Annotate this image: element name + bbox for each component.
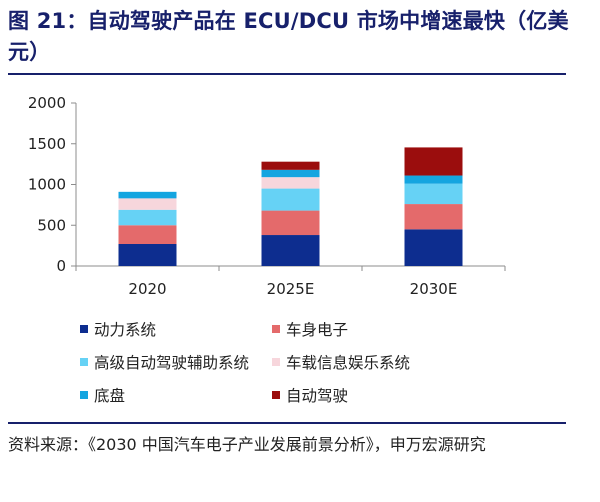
bar-segment (404, 229, 463, 266)
legend-swatch-adas (80, 358, 88, 366)
y-tick-label: 500 (37, 216, 66, 234)
bar-segment (261, 235, 320, 266)
bar-segment (261, 188, 320, 211)
bar-segment (261, 177, 320, 189)
y-tick-label: 1500 (28, 135, 66, 153)
bar-segment (118, 243, 177, 266)
x-tick-label: 2020 (128, 280, 166, 298)
bar-segment (118, 191, 177, 199)
bar-segment (404, 147, 463, 176)
legend-swatch-body-electronics (272, 325, 280, 333)
legend-item-adas: 高级自动驾驶辅助系统 (80, 351, 249, 373)
legend-label-infotainment: 车载信息娱乐系统 (286, 354, 411, 372)
bar-segment (261, 210, 320, 236)
bar-segment (118, 198, 177, 210)
bar-segment (404, 204, 463, 230)
chart-title: 图 21：自动驾驶产品在 ECU/DCU 市场中增速最快（亿美元） (8, 9, 569, 64)
chart-legend: 动力系统 车身电子 高级自动驾驶辅助系统 车载信息娱乐系统 底盘 自动驾驶 (0, 312, 600, 412)
legend-item-chassis: 底盘 (80, 384, 125, 406)
legend-swatch-powertrain (80, 325, 88, 333)
legend-label-powertrain: 动力系统 (94, 321, 157, 339)
x-tick-label: 2030E (410, 280, 458, 298)
y-tick-label: 0 (56, 257, 66, 275)
legend-label-body-electronics: 车身电子 (286, 321, 349, 339)
bar-segment (261, 169, 320, 178)
y-tick-label: 1000 (28, 176, 66, 194)
source-note: 资料来源：《2030 中国汽车电子产业发展前景分析》，申万宏源研究 (8, 435, 486, 454)
bar-segment (118, 209, 177, 226)
legend-item-powertrain: 动力系统 (80, 318, 156, 340)
legend-item-autonomous: 自动驾驶 (272, 384, 348, 406)
legend-label-chassis: 底盘 (94, 387, 126, 405)
bar-segment (118, 225, 177, 244)
legend-item-body-electronics: 车身电子 (272, 318, 348, 340)
legend-label-adas: 高级自动驾驶辅助系统 (94, 354, 250, 372)
legend-swatch-chassis (80, 391, 88, 399)
legend-label-autonomous: 自动驾驶 (286, 387, 349, 405)
stacked-bar-chart: 0 500 1000 1500 2000 2020 2025E 2030E (28, 94, 506, 298)
title-divider (8, 73, 566, 75)
y-tick-label: 2000 (28, 94, 66, 112)
source-divider (8, 422, 566, 424)
bar-segment (404, 183, 463, 205)
legend-swatch-autonomous (272, 391, 280, 399)
bar-segment (404, 175, 463, 184)
bar-segment (261, 161, 320, 170)
legend-item-infotainment: 车载信息娱乐系统 (272, 351, 410, 373)
x-tick-label: 2025E (267, 280, 315, 298)
legend-swatch-infotainment (272, 358, 280, 366)
